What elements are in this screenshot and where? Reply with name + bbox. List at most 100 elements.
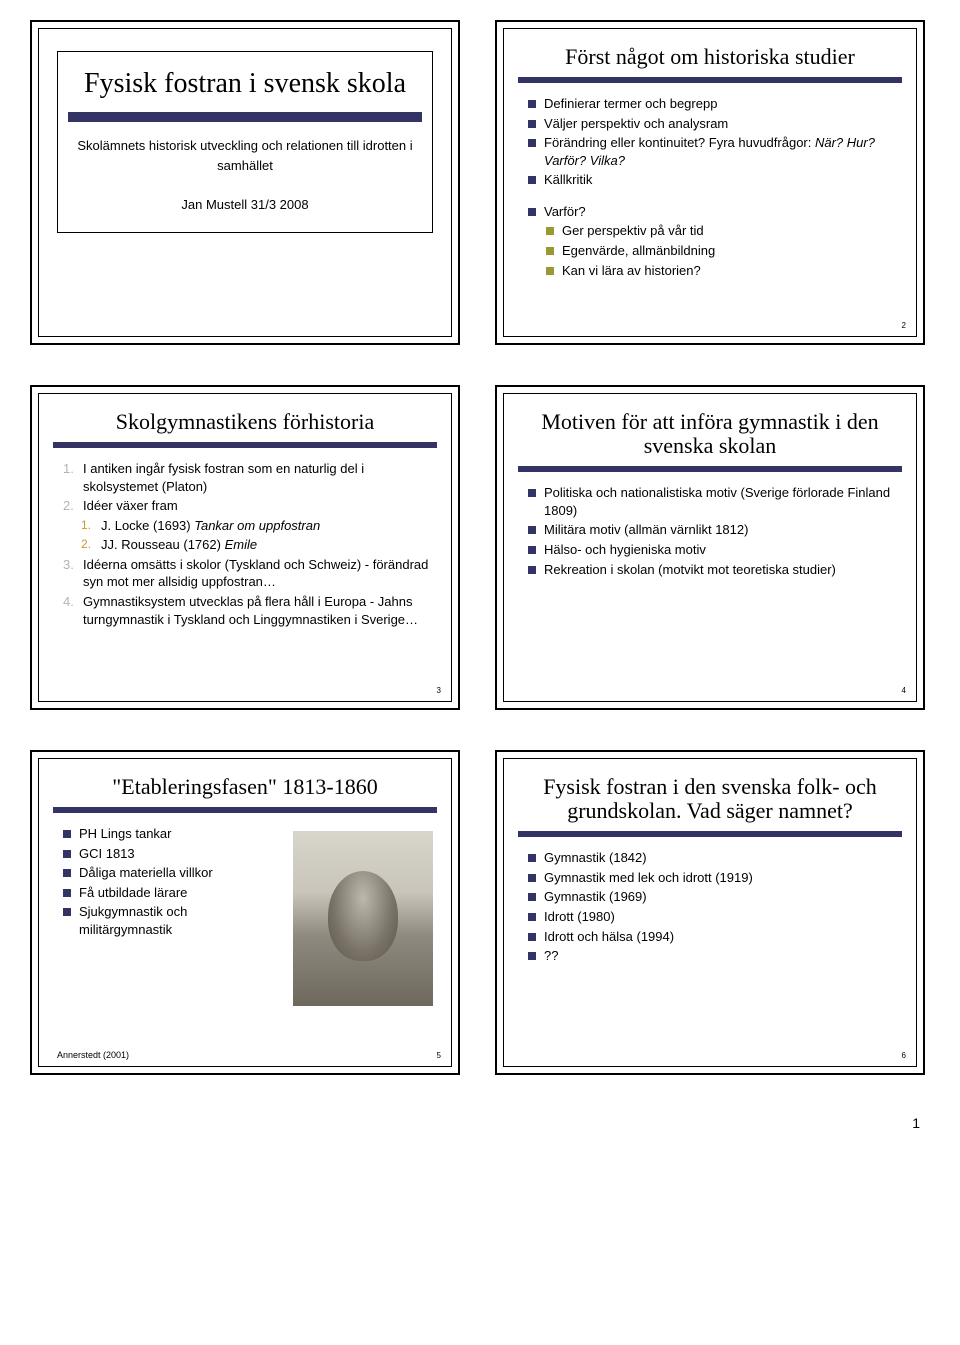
bullet-item: Dåliga materiella villkor xyxy=(63,864,276,882)
slide-number: 4 xyxy=(902,686,906,695)
bullet-square-icon xyxy=(63,850,71,858)
bullet-text: Gymnastik (1969) xyxy=(544,888,647,906)
subtitle: Skolämnets historisk utveckling och rela… xyxy=(58,122,432,232)
title-underline xyxy=(518,831,902,837)
slide-title: Först något om historiska studier xyxy=(504,29,916,77)
bullet-text: Ger perspektiv på vår tid xyxy=(562,222,704,240)
title-underline xyxy=(518,77,902,83)
bullet-square-icon xyxy=(528,913,536,921)
bullet-square-icon xyxy=(528,854,536,862)
portrait-image xyxy=(293,831,433,1006)
bullet-square-icon xyxy=(63,830,71,838)
bullet-text-italic: Tankar om uppfostran xyxy=(194,518,320,533)
bullet-text: Idrott (1980) xyxy=(544,908,615,926)
bullet-square-icon xyxy=(528,100,536,108)
title-underline xyxy=(68,112,422,122)
bullet-text: Få utbildade lärare xyxy=(79,884,187,902)
bullet-item: 4. Gymnastiksystem utvecklas på flera hål… xyxy=(63,593,431,628)
slide-inner: Fysisk fostran i den svenska folk- och g… xyxy=(503,758,917,1067)
slide: Skolgymnastikens förhistoria 1. I antiken … xyxy=(30,385,460,710)
bullet-text: Kan vi lära av historien? xyxy=(562,262,701,280)
bullet-square-icon xyxy=(528,489,536,497)
bullet-square-icon xyxy=(546,247,554,255)
slide-title: Motiven för att införa gymnastik i den s… xyxy=(504,394,916,466)
bullet-number: 4. xyxy=(63,593,77,611)
bullet-item: 1. I antiken ingår fysisk fostran som en … xyxy=(63,460,431,495)
slide: "Etableringsfasen" 1813-1860PH Lings tan… xyxy=(30,750,460,1075)
subtitle-line: Skolämnets historisk utveckling och rela… xyxy=(76,136,414,175)
bullet-text: Gymnastik med lek och idrott (1919) xyxy=(544,869,753,887)
bullet-number: 2. xyxy=(63,497,77,515)
spacer xyxy=(528,191,896,201)
bullet-text: JJ. Rousseau (1762) Emile xyxy=(101,536,257,554)
bullet-number: 3. xyxy=(63,556,77,574)
bullet-text: Idrott och hälsa (1994) xyxy=(544,928,674,946)
slide-number: 2 xyxy=(902,321,906,330)
slide-number: 5 xyxy=(437,1051,441,1060)
bullet-square-icon xyxy=(528,120,536,128)
bullet-text: ?? xyxy=(544,947,558,965)
bullet-text: Militära motiv (allmän värnlikt 1812) xyxy=(544,521,748,539)
bullet-square-icon xyxy=(528,874,536,882)
bullet-text: Gymnastik (1842) xyxy=(544,849,647,867)
bullet-item: Kan vi lära av historien? xyxy=(546,262,896,280)
slide-inner: Skolgymnastikens förhistoria 1. I antiken … xyxy=(38,393,452,702)
bullet-text-italic: När? Hur? Varför? Vilka? xyxy=(544,135,875,168)
bullet-item: Rekreation i skolan (motvikt mot teoreti… xyxy=(528,561,896,579)
bullet-text: Definierar termer och begrepp xyxy=(544,95,717,113)
bullet-text: GCI 1813 xyxy=(79,845,135,863)
bullet-text: Rekreation i skolan (motvikt mot teoreti… xyxy=(544,561,836,579)
subtitle-line xyxy=(76,175,414,195)
bullet-text: I antiken ingår fysisk fostran som en na… xyxy=(83,460,431,495)
bullet-text: PH Lings tankar xyxy=(79,825,172,843)
bullet-square-icon xyxy=(63,889,71,897)
footnote: Annerstedt (2001) xyxy=(57,1050,129,1060)
bullet-item: Gymnastik (1969) xyxy=(528,888,896,906)
bullet-item: Militära motiv (allmän värnlikt 1812) xyxy=(528,521,896,539)
slide-inner: Först något om historiska studier Definie… xyxy=(503,28,917,337)
bullet-text: Idéer växer fram xyxy=(83,497,178,515)
bullet-item: Få utbildade lärare xyxy=(63,884,276,902)
slide-body: Definierar termer och begrepp Väljer pers… xyxy=(504,93,916,336)
bullet-square-icon xyxy=(528,566,536,574)
slide-title: Skolgymnastikens förhistoria xyxy=(39,394,451,442)
slide-body: Politiska och nationalistiska motiv (Sve… xyxy=(504,482,916,701)
bullet-item: Förändring eller kontinuitet? Fyra huvud… xyxy=(528,134,896,169)
bullet-subnumber: 1. xyxy=(81,517,95,533)
bullet-square-icon xyxy=(546,267,554,275)
bullet-item: 2. Idéer växer fram xyxy=(63,497,431,515)
subtitle-line: Jan Mustell 31/3 2008 xyxy=(76,195,414,215)
bullet-square-icon xyxy=(528,893,536,901)
bullet-text: Förändring eller kontinuitet? Fyra huvud… xyxy=(544,134,896,169)
bullet-item: Ger perspektiv på vår tid xyxy=(546,222,896,240)
bullet-text: J. Locke (1693) Tankar om uppfostran xyxy=(101,517,320,535)
bullet-square-icon xyxy=(528,139,536,147)
title-frame: Fysisk fostran i svensk skola Skolämnets … xyxy=(57,51,433,233)
title-underline xyxy=(518,466,902,472)
bullet-square-icon xyxy=(63,869,71,877)
bullet-square-icon xyxy=(528,952,536,960)
title-underline xyxy=(53,807,437,813)
bullet-number: 1. xyxy=(63,460,77,478)
bullet-item: Politiska och nationalistiska motiv (Sve… xyxy=(528,484,896,519)
bullet-text: Gymnastiksystem utvecklas på flera håll … xyxy=(83,593,431,628)
bullet-square-icon xyxy=(528,933,536,941)
slide: Fysisk fostran i svensk skola Skolämnets … xyxy=(30,20,460,345)
bullet-square-icon xyxy=(528,526,536,534)
bullet-item: 3.Idéerna omsätts i skolor (Tyskland och… xyxy=(63,556,431,591)
bullet-item: Hälso- och hygieniska motiv xyxy=(528,541,896,559)
slide-body: 1. I antiken ingår fysisk fostran som en … xyxy=(39,458,451,701)
bullet-item: Egenvärde, allmänbildning xyxy=(546,242,896,260)
slide-title: Fysisk fostran i den svenska folk- och g… xyxy=(504,759,916,831)
bullet-text: Väljer perspektiv och analysram xyxy=(544,115,728,133)
slide-title: Fysisk fostran i svensk skola xyxy=(58,52,432,112)
bullet-item: Gymnastik (1842) xyxy=(528,849,896,867)
bullet-text: Källkritik xyxy=(544,171,592,189)
bullet-text: Hälso- och hygieniska motiv xyxy=(544,541,706,559)
bullet-square-icon xyxy=(63,908,71,916)
slide-inner: Fysisk fostran i svensk skola Skolämnets … xyxy=(38,28,452,337)
bullet-item: 2.JJ. Rousseau (1762) Emile xyxy=(81,536,431,554)
page-number: 1 xyxy=(30,1115,930,1131)
bullet-item: Källkritik xyxy=(528,171,896,189)
bullet-text: Dåliga materiella villkor xyxy=(79,864,213,882)
